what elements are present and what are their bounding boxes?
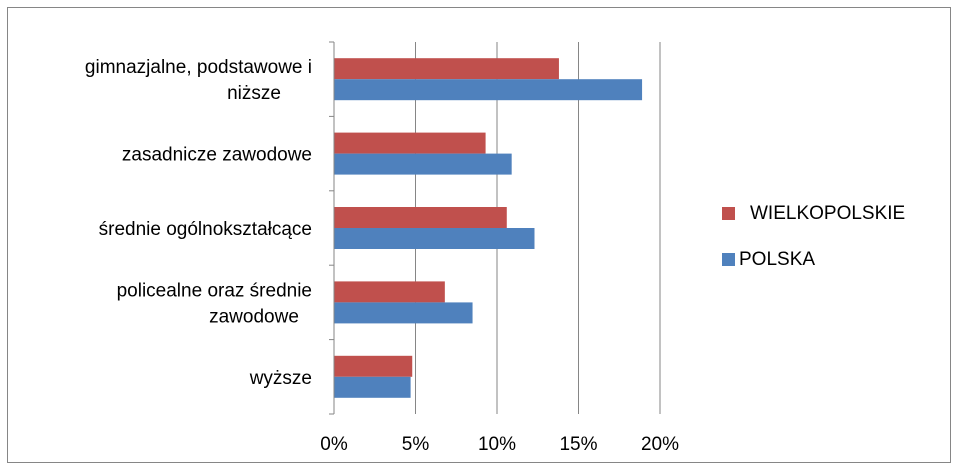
category-label: policealne oraz średnie xyxy=(117,280,312,301)
legend-label: POLSKA xyxy=(739,249,815,270)
category-label: średnie ogólnokształcące xyxy=(99,219,312,240)
bar xyxy=(334,58,559,80)
bar xyxy=(334,376,411,398)
x-tick-label: 10% xyxy=(478,434,516,455)
x-tick-label: 5% xyxy=(402,434,430,455)
legend-label: WIELKOPOLSKIE xyxy=(750,203,905,224)
category-label: zasadnicze zawodowe xyxy=(122,145,312,166)
x-tick-label: 0% xyxy=(320,434,348,455)
bar xyxy=(334,281,445,303)
category-label: gimnazjalne, podstawowe i xyxy=(85,57,312,78)
legend-marker xyxy=(722,253,735,266)
bar xyxy=(334,153,512,175)
category-label: zawodowe xyxy=(209,306,299,327)
bar xyxy=(334,355,413,377)
bar xyxy=(334,207,507,228)
bar xyxy=(334,228,535,249)
bar xyxy=(334,132,486,154)
legend-marker xyxy=(722,207,735,220)
category-label: niższe xyxy=(227,83,281,104)
bar xyxy=(334,79,643,101)
bar xyxy=(334,302,473,324)
x-tick-label: 15% xyxy=(559,434,597,455)
category-label: wyższe xyxy=(249,368,312,389)
x-tick-label: 20% xyxy=(641,434,679,455)
